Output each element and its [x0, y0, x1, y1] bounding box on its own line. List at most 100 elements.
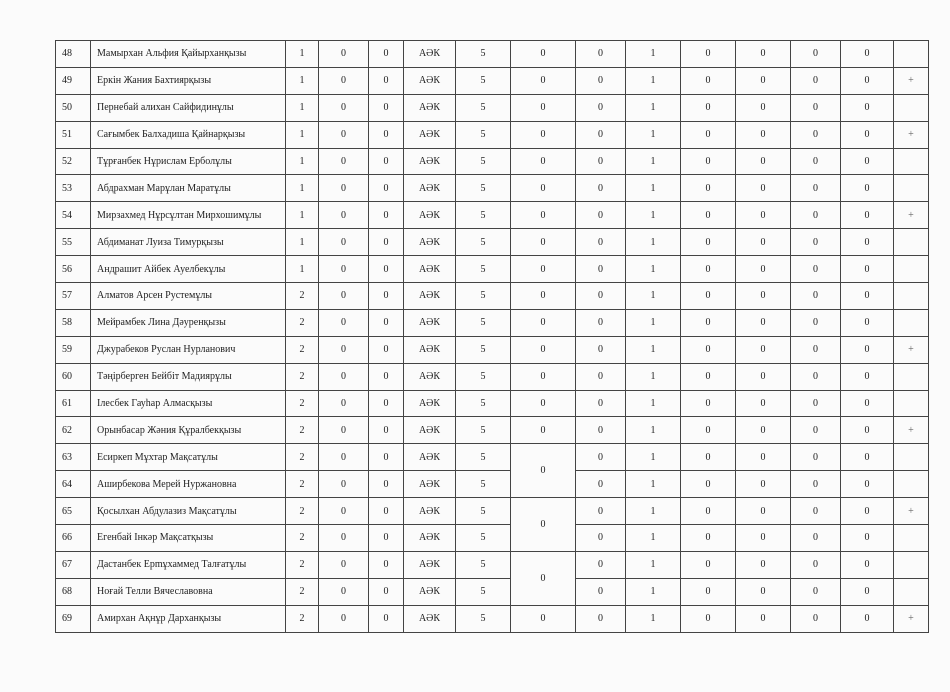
- value: 0: [790, 147, 841, 176]
- table-row: 50 Пернебай алихан Сайфидинұлы 1 0 0 АӘК 5 0 0 1 0…: [55, 93, 929, 122]
- value: 0: [680, 524, 736, 552]
- student-name: Есиркеп Мұхтар Мақсатұлы: [90, 443, 286, 472]
- value: 1: [625, 66, 681, 95]
- value: 1: [625, 147, 681, 176]
- score: 5: [455, 228, 511, 257]
- value: 0: [510, 308, 576, 337]
- value: 0: [680, 362, 736, 391]
- mark: [893, 308, 929, 337]
- value: 0: [510, 389, 576, 418]
- mark: [893, 577, 929, 606]
- mark: [893, 443, 929, 472]
- value: 1: [625, 524, 681, 552]
- value: 0: [680, 147, 736, 176]
- grade: 2: [285, 443, 319, 472]
- row-number: 52: [55, 147, 91, 176]
- value: 0: [368, 282, 404, 310]
- row-number: 65: [55, 497, 91, 526]
- value: 1: [625, 577, 681, 606]
- value: 0: [510, 93, 576, 122]
- value: 0: [735, 282, 791, 310]
- value: 0: [368, 40, 404, 68]
- value: 0: [510, 443, 576, 499]
- value: 0: [510, 228, 576, 257]
- value: 0: [680, 604, 736, 633]
- value: 0: [840, 577, 894, 606]
- program: АӘК: [403, 497, 456, 526]
- program: АӘК: [403, 577, 456, 606]
- value: 0: [840, 550, 894, 579]
- score: 5: [455, 577, 511, 606]
- value: 0: [735, 416, 791, 445]
- value: 0: [575, 282, 626, 310]
- row-number: 69: [55, 604, 91, 633]
- score: 5: [455, 416, 511, 445]
- value: 0: [510, 497, 576, 552]
- value: 0: [510, 362, 576, 391]
- student-name: Еркін Жания Бахтиярқызы: [90, 66, 286, 95]
- student-name: Пернебай алихан Сайфидинұлы: [90, 93, 286, 122]
- value: 0: [368, 228, 404, 257]
- program: АӘК: [403, 255, 456, 284]
- score: 5: [455, 470, 511, 499]
- value: 0: [318, 604, 369, 633]
- value: 0: [368, 93, 404, 122]
- grade: 2: [285, 550, 319, 579]
- row-number: 63: [55, 443, 91, 472]
- value: 0: [840, 389, 894, 418]
- program: АӘК: [403, 147, 456, 176]
- value: 0: [318, 282, 369, 310]
- mark: +: [893, 335, 929, 364]
- value: 0: [840, 66, 894, 95]
- program: АӘК: [403, 389, 456, 418]
- score: 5: [455, 550, 511, 579]
- program: АӘК: [403, 201, 456, 230]
- value: 0: [735, 201, 791, 230]
- value: 0: [790, 40, 841, 68]
- score: 5: [455, 93, 511, 122]
- mark: [893, 40, 929, 68]
- value: 0: [680, 577, 736, 606]
- score: 5: [455, 604, 511, 633]
- mark: +: [893, 604, 929, 633]
- value: 0: [735, 120, 791, 149]
- grade: 1: [285, 174, 319, 203]
- value: 0: [790, 282, 841, 310]
- program: АӘК: [403, 282, 456, 310]
- value: 0: [575, 443, 626, 472]
- value: 0: [790, 497, 841, 526]
- grade: 2: [285, 604, 319, 633]
- row-number: 56: [55, 255, 91, 284]
- score: 5: [455, 255, 511, 284]
- student-name: Абдиманат Луиза Тимурқызы: [90, 228, 286, 257]
- student-name: Дастанбек Ерmұхаммед Талғатұлы: [90, 550, 286, 579]
- program: АӘК: [403, 308, 456, 337]
- student-name: Орынбасар Жәния Құралбекқызы: [90, 416, 286, 445]
- row-number: 50: [55, 93, 91, 122]
- value: 1: [625, 497, 681, 526]
- table-row: 48 Мамырхан Альфия Қайырханқызы 1 0 0 АӘК 5 0 0 1…: [55, 40, 929, 68]
- value: 1: [625, 362, 681, 391]
- value: 0: [510, 255, 576, 284]
- value: 0: [318, 147, 369, 176]
- row-number: 54: [55, 201, 91, 230]
- value: 0: [510, 282, 576, 310]
- mark: [893, 470, 929, 499]
- value: 0: [840, 335, 894, 364]
- student-name: Тұрғанбек Нұрислам Ерболұлы: [90, 147, 286, 176]
- value: 0: [368, 335, 404, 364]
- value: 0: [368, 443, 404, 472]
- value: 0: [318, 577, 369, 606]
- table-row: 69 Амирхан Ақнұр Дарханқызы 2 0 0 АӘК 5 0 0 1 0 0 0 0…: [55, 604, 929, 633]
- table-body: 48 Мамырхан Альфия Қайырханқызы 1 0 0 АӘК 5 0 0 1…: [55, 40, 929, 633]
- value: 0: [735, 497, 791, 526]
- program: АӘК: [403, 120, 456, 149]
- value: 1: [625, 174, 681, 203]
- grade: 2: [285, 282, 319, 310]
- value: 0: [735, 228, 791, 257]
- table-row: 49 Еркін Жания Бахтиярқызы 1 0 0 АӘК 5 0 0 1 0 0 0 0 +: [55, 66, 929, 95]
- value: 0: [735, 93, 791, 122]
- value: 0: [368, 362, 404, 391]
- value: 0: [318, 201, 369, 230]
- row-number: 60: [55, 362, 91, 391]
